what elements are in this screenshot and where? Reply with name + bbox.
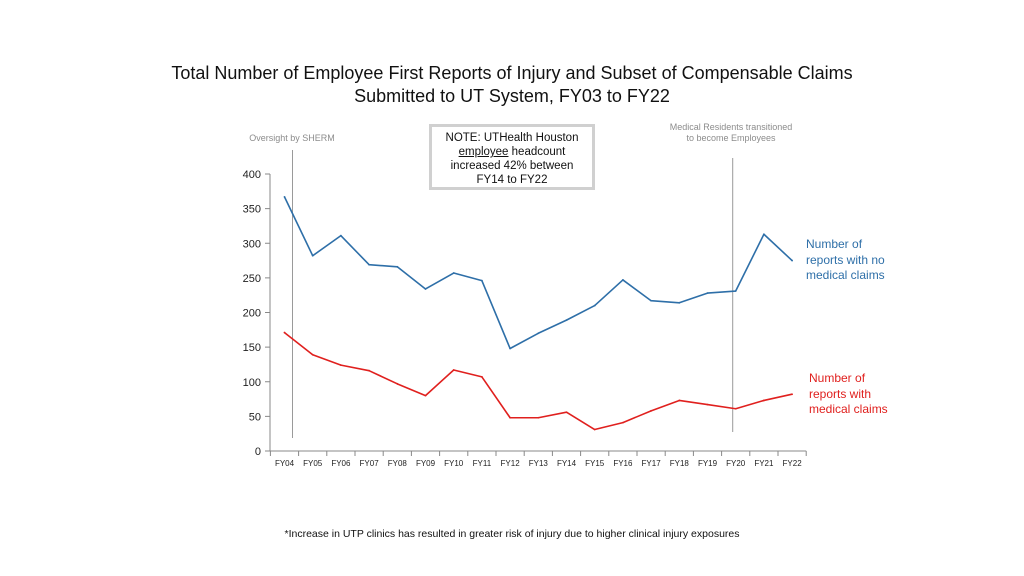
x-tick-label: FY05 xyxy=(303,459,323,468)
data-point-no-medical-claims xyxy=(622,279,624,281)
data-point-no-medical-claims xyxy=(565,319,568,322)
data-point-medical-claims xyxy=(593,428,596,431)
y-tick-label: 50 xyxy=(249,411,261,423)
y-tick-label: 200 xyxy=(243,308,261,320)
x-tick-label: FY07 xyxy=(360,459,380,468)
x-tick-label: FY12 xyxy=(501,459,521,468)
series-label-blue-line1: Number of xyxy=(806,237,863,251)
data-point-no-medical-claims xyxy=(424,288,427,290)
y-tick-label: 150 xyxy=(243,342,261,354)
series-line-medical-claims xyxy=(284,331,793,431)
data-point-no-medical-claims xyxy=(283,195,286,198)
series-label-blue-line3: medical claims xyxy=(806,268,885,282)
chart-title: Total Number of Employee First Reports o… xyxy=(0,62,1024,108)
residents-annotation-line2: to become Employees xyxy=(686,133,776,143)
data-point-medical-claims xyxy=(396,382,399,385)
data-point-medical-claims xyxy=(509,416,511,419)
data-point-medical-claims xyxy=(678,399,681,402)
note-line1: NOTE: UTHealth Houston xyxy=(445,132,579,144)
data-point-no-medical-claims xyxy=(537,332,540,335)
y-tick-label: 100 xyxy=(243,377,261,389)
x-tick-label: FY15 xyxy=(585,459,605,468)
data-point-no-medical-claims xyxy=(706,292,709,295)
series-label-blue-line2: reports with no xyxy=(806,252,885,267)
note-line3: increased 42% between xyxy=(450,160,574,172)
series-label-red-line2: reports with xyxy=(809,386,872,401)
note-line4: FY14 to FY22 xyxy=(476,174,548,186)
footnote: *Increase in UTP clinics has resulted in… xyxy=(284,528,740,540)
x-tick-label: FY22 xyxy=(783,459,803,468)
y-tick-label: 400 xyxy=(243,169,261,181)
x-tick-label: FY11 xyxy=(473,459,492,468)
note-line2: employee headcount xyxy=(432,145,592,159)
residents-annotation-line1: Medical Residents transitioned xyxy=(669,122,793,132)
data-point-no-medical-claims xyxy=(396,265,399,268)
x-tick-label: FY04 xyxy=(275,459,295,468)
series-label-red-line3: medical claims xyxy=(809,402,888,416)
x-tick-label: FY06 xyxy=(331,459,351,468)
data-point-medical-claims xyxy=(537,416,540,419)
x-tick-label: FY19 xyxy=(698,459,718,468)
data-point-no-medical-claims xyxy=(311,254,314,257)
x-tick-label: FY16 xyxy=(613,459,633,468)
series-label-medical-claims: Number of reports with medical claims xyxy=(809,371,888,418)
x-tick-label: FY14 xyxy=(557,459,577,468)
x-tick-label: FY21 xyxy=(754,459,774,468)
x-tick-label: FY09 xyxy=(416,459,436,468)
y-tick-label: 300 xyxy=(243,238,261,250)
y-tick-label: 250 xyxy=(243,273,261,285)
data-point-medical-claims xyxy=(706,403,709,406)
data-point-no-medical-claims xyxy=(791,259,793,262)
data-point-no-medical-claims xyxy=(763,233,765,236)
x-tick-label: FY17 xyxy=(642,459,662,468)
data-point-medical-claims xyxy=(791,393,793,396)
data-point-medical-claims xyxy=(424,394,427,397)
note-underlined-word: employee xyxy=(458,146,509,158)
data-point-medical-claims xyxy=(565,411,568,414)
note-line2-rest: headcount xyxy=(508,146,566,158)
x-tick-label: FY13 xyxy=(529,459,549,468)
y-tick-label: 0 xyxy=(255,446,261,458)
data-point-medical-claims xyxy=(311,353,314,356)
data-point-no-medical-claims xyxy=(734,290,737,292)
data-point-no-medical-claims xyxy=(509,347,511,350)
data-point-medical-claims xyxy=(368,369,370,372)
data-point-medical-claims xyxy=(283,331,286,334)
x-tick-label: FY20 xyxy=(726,459,746,468)
chart-title-line2: Submitted to UT System, FY03 to FY22 xyxy=(354,86,670,106)
data-point-medical-claims xyxy=(763,399,765,402)
data-point-medical-claims xyxy=(650,409,652,412)
data-point-no-medical-claims xyxy=(452,272,455,274)
data-point-medical-claims xyxy=(481,376,483,378)
residents-annotation: Medical Residents transitioned to become… xyxy=(660,122,802,144)
data-point-no-medical-claims xyxy=(368,263,370,266)
data-point-no-medical-claims xyxy=(678,301,681,304)
data-point-medical-claims xyxy=(734,407,737,410)
x-tick-label: FY08 xyxy=(388,459,408,468)
data-point-medical-claims xyxy=(340,364,342,367)
series-line-no-medical-claims xyxy=(283,196,793,350)
x-tick-label: FY10 xyxy=(444,459,464,468)
y-tick-label: 350 xyxy=(243,204,261,216)
series-label-no-medical-claims: Number of reports with no medical claims xyxy=(806,237,885,284)
headcount-note: NOTE: UTHealth Houston employee headcoun… xyxy=(429,124,595,190)
data-point-medical-claims xyxy=(452,369,455,371)
series-label-red-line1: Number of xyxy=(809,371,866,385)
data-point-no-medical-claims xyxy=(481,279,483,282)
data-point-no-medical-claims xyxy=(650,299,652,302)
x-tick-label: FY18 xyxy=(670,459,690,468)
data-point-medical-claims xyxy=(622,421,624,424)
data-point-no-medical-claims xyxy=(340,234,342,237)
oversight-annotation: Oversight by SHERM xyxy=(249,133,335,143)
data-point-no-medical-claims xyxy=(593,304,596,307)
chart-title-line1: Total Number of Employee First Reports o… xyxy=(171,63,853,83)
